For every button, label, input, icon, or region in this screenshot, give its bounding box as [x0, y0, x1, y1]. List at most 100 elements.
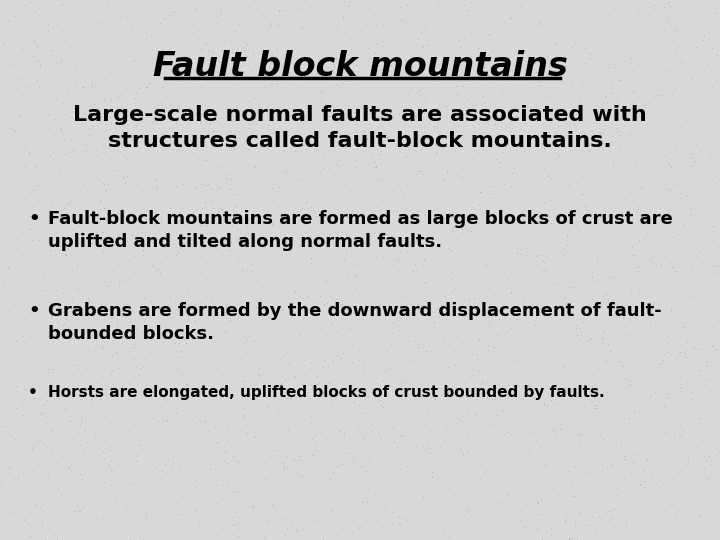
Point [312, 495, 323, 504]
Point [585, 340, 596, 349]
Point [194, 135, 206, 144]
Point [586, 382, 598, 390]
Point [208, 93, 220, 102]
Point [499, 111, 510, 119]
Point [324, 507, 336, 515]
Point [328, 310, 340, 319]
Point [634, 237, 645, 245]
Point [634, 408, 645, 416]
Point [196, 180, 207, 188]
Point [624, 48, 635, 56]
Point [693, 516, 704, 525]
Point [67, 225, 78, 233]
Point [361, 511, 372, 519]
Point [540, 427, 552, 435]
Point [510, 347, 522, 356]
Point [291, 482, 302, 490]
Point [714, 92, 720, 101]
Point [602, 63, 613, 71]
Point [128, 340, 140, 348]
Point [619, 394, 631, 402]
Point [392, 265, 403, 274]
Point [30, 280, 41, 288]
Point [649, 320, 660, 328]
Point [73, 286, 85, 295]
Point [605, 397, 616, 406]
Point [352, 199, 364, 208]
Point [606, 381, 617, 390]
Point [318, 300, 330, 308]
Point [626, 195, 638, 204]
Point [511, 322, 523, 330]
Point [176, 167, 187, 176]
Point [338, 429, 350, 437]
Point [534, 346, 545, 354]
Point [588, 516, 599, 524]
Point [109, 107, 120, 116]
Point [433, 261, 445, 269]
Point [485, 421, 496, 430]
Point [601, 414, 613, 423]
Point [544, 61, 555, 70]
Point [93, 387, 104, 396]
Point [27, 33, 38, 42]
Point [400, 293, 411, 302]
Point [330, 161, 342, 170]
Point [292, 487, 304, 496]
Point [73, 363, 85, 372]
Point [270, 239, 282, 247]
Point [125, 344, 136, 353]
Point [94, 262, 105, 271]
Point [351, 104, 363, 112]
Point [594, 129, 606, 137]
Point [0, 109, 11, 117]
Point [518, 447, 530, 455]
Point [349, 48, 361, 57]
Point [611, 391, 623, 400]
Point [675, 383, 687, 392]
Point [338, 431, 349, 440]
Point [354, 219, 365, 228]
Point [359, 233, 370, 241]
Point [91, 42, 103, 51]
Point [367, 148, 379, 157]
Point [701, 361, 713, 369]
Point [8, 434, 19, 443]
Point [55, 491, 67, 500]
Point [186, 212, 198, 220]
Point [204, 55, 216, 63]
Point [613, 39, 625, 48]
Point [408, 237, 419, 246]
Point [300, 514, 312, 523]
Point [132, 164, 143, 173]
Point [22, 518, 34, 527]
Point [72, 70, 84, 78]
Point [473, 40, 485, 49]
Point [707, 249, 719, 258]
Point [212, 509, 223, 517]
Point [467, 371, 478, 380]
Point [145, 78, 156, 87]
Point [67, 145, 78, 153]
Point [487, 0, 499, 4]
Point [475, 310, 487, 319]
Point [148, 307, 159, 316]
Point [548, 186, 559, 194]
Point [202, 292, 213, 300]
Point [437, 468, 449, 477]
Point [480, 484, 492, 492]
Point [350, 127, 361, 136]
Point [258, 534, 269, 540]
Point [37, 367, 49, 375]
Point [564, 283, 575, 292]
Point [394, 75, 405, 83]
Point [411, 406, 423, 414]
Point [632, 290, 644, 299]
Point [476, 376, 487, 385]
Point [563, 227, 575, 235]
Point [128, 342, 140, 351]
Point [508, 6, 520, 15]
Point [669, 194, 680, 202]
Point [174, 384, 185, 393]
Point [528, 6, 540, 15]
